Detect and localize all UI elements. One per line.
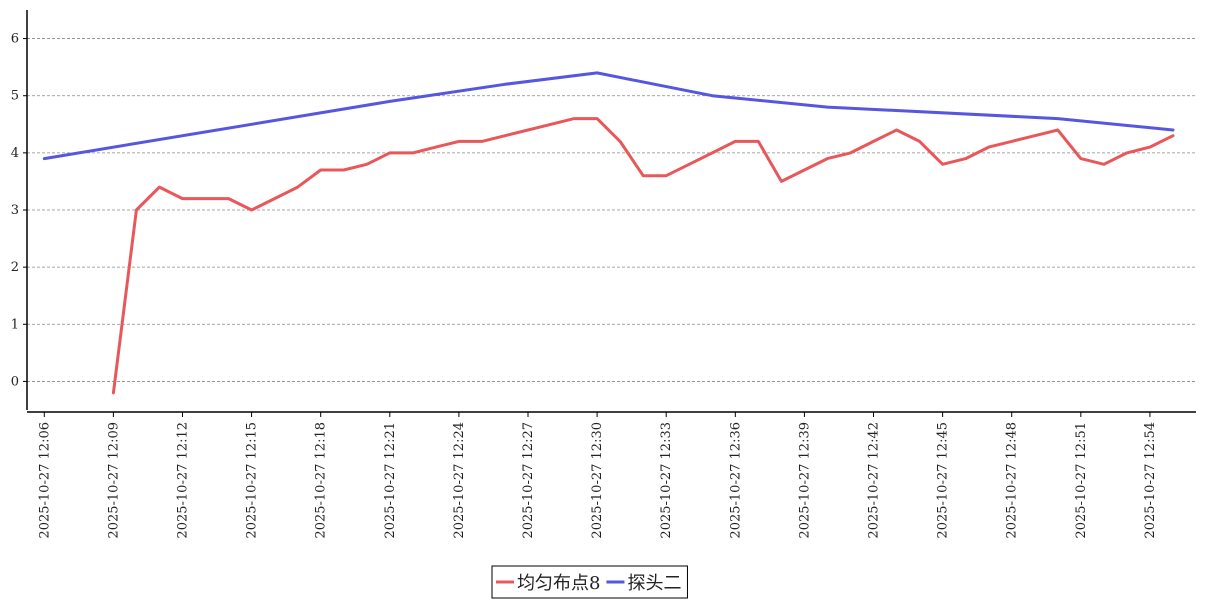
y-tick-label: 4 (11, 146, 19, 161)
y-tick-label: 1 (11, 317, 19, 332)
legend-box (491, 565, 688, 599)
x-tick-label: 2025-10-27 12:24 (452, 422, 467, 539)
x-tick-label: 2025-10-27 12:09 (106, 422, 121, 539)
x-tick-label: 2025-10-27 12:39 (797, 422, 812, 539)
x-tick-label: 2025-10-27 12:42 (867, 422, 882, 539)
x-tick-label: 2025-10-27 12:21 (383, 422, 398, 539)
x-tick-label: 2025-10-27 12:45 (936, 422, 951, 539)
y-tick-labels: 0 1 2 3 4 5 6 (11, 32, 27, 389)
legend-label-2[interactable]: 探头二 (627, 573, 681, 594)
legend[interactable]: 均匀布点8 探头二 (491, 565, 688, 599)
x-tick-label: 2025-10-27 12:18 (314, 422, 329, 539)
x-tick-label: 2025-10-27 12:12 (175, 422, 190, 539)
x-tick-label: 2025-10-27 12:27 (521, 422, 536, 539)
x-tick-labels: 2025-10-27 12:06 2025-10-27 12:09 2025-10-… (37, 412, 1158, 539)
y-tick-label: 0 (11, 374, 19, 389)
grid-lines (27, 38, 1196, 382)
y-tick-label: 6 (11, 32, 19, 47)
x-tick-label: 2025-10-27 12:06 (37, 422, 52, 539)
legend-label-1[interactable]: 均匀布点8 (517, 573, 600, 594)
x-tick-label: 2025-10-27 12:30 (590, 422, 605, 539)
x-tick-label: 2025-10-27 12:48 (1005, 422, 1020, 539)
series-line-2 (42, 71, 1175, 161)
y-tick-label: 3 (11, 203, 19, 218)
series-lines (42, 71, 1175, 395)
x-tick-label: 2025-10-27 12:51 (1074, 422, 1089, 539)
y-tick-label: 5 (11, 89, 19, 104)
axes (26, 10, 1196, 413)
series-line-1 (111, 117, 1175, 395)
x-tick-label: 2025-10-27 12:54 (1143, 422, 1158, 539)
x-tick-label: 2025-10-27 12:15 (245, 422, 260, 539)
x-tick-label: 2025-10-27 12:36 (728, 422, 743, 539)
x-tick-label: 2025-10-27 12:33 (659, 422, 674, 539)
y-tick-label: 2 (11, 260, 19, 275)
